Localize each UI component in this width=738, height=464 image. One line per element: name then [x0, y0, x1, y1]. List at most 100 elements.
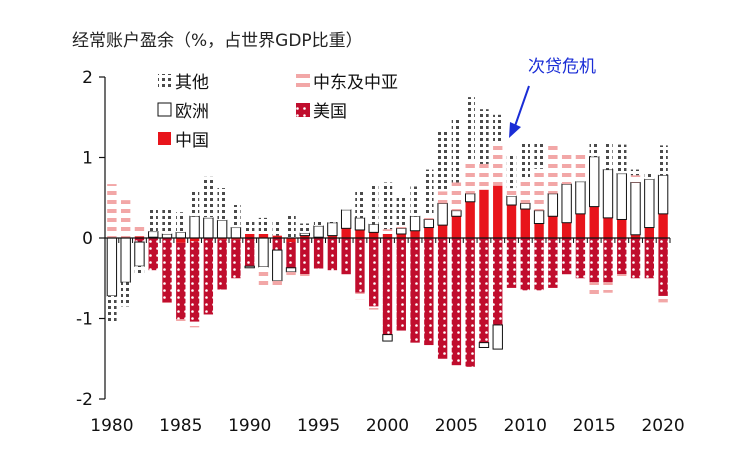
bar-mideast-1982 — [134, 226, 145, 237]
bar-europe-2002 — [409, 215, 421, 232]
bar-europe-2010 — [520, 202, 531, 210]
bar-china-1994 — [300, 235, 310, 239]
bar-china-2015 — [589, 206, 599, 238]
bar-other-2016 — [603, 142, 613, 170]
bar-china-1985 — [176, 238, 186, 243]
bar-other-1997 — [341, 207, 351, 210]
bar-other-2009 — [506, 153, 517, 189]
bar-china-2010 — [520, 209, 530, 238]
legend-swatch-europe — [157, 102, 172, 117]
legend-item-europe: 欧洲 — [157, 102, 209, 122]
bar-europe-1988 — [216, 219, 228, 239]
bar-mideast-2015 — [589, 282, 599, 297]
bar-other-1998 — [355, 191, 365, 218]
x-tick-label: 1990 — [228, 416, 271, 436]
bar-europe-1980 — [106, 237, 118, 297]
bar-mideast-2009 — [506, 188, 517, 197]
bar-mideast-1981 — [120, 200, 131, 238]
bar-usa-2007 — [479, 238, 489, 343]
bar-mideast-2003 — [424, 215, 434, 220]
legend-swatch-mideast — [296, 74, 310, 88]
bar-other-1986 — [189, 189, 200, 217]
bar-other-1980 — [107, 295, 117, 323]
y-tick-label: 2 — [82, 68, 93, 88]
bar-mideast-2010 — [520, 179, 530, 204]
legend-item-mideast: 中东及中亚 — [296, 73, 398, 93]
bar-usa-2010 — [520, 238, 530, 291]
bar-europe-1992 — [272, 249, 283, 282]
bar-usa-2014 — [575, 238, 586, 279]
bar-china-2011 — [534, 223, 544, 238]
legend: 其他 中东及中亚 欧洲 美国 中国 — [157, 73, 398, 151]
bar-europe-1984 — [161, 233, 173, 239]
bar-mideast-2004 — [437, 191, 448, 204]
bar-china-1990 — [245, 233, 255, 238]
bar-mideast-1995 — [313, 268, 324, 272]
bar-area — [106, 97, 669, 367]
bar-mideast-2005 — [451, 182, 462, 211]
bar-usa-2001 — [396, 238, 406, 331]
y-tick-label: -1 — [76, 310, 93, 330]
bar-china-2017 — [617, 219, 627, 239]
bar-china-2013 — [561, 222, 572, 238]
bar-europe-2015 — [589, 156, 600, 208]
legend-item-other: 其他 — [158, 73, 209, 93]
bar-mideast-1980 — [107, 184, 117, 238]
y-tick-label: 1 — [82, 149, 93, 169]
bar-usa-1982 — [134, 238, 145, 243]
bar-china-2002 — [410, 230, 420, 238]
bar-europe-1999 — [368, 223, 379, 233]
bar-mideast-1993 — [286, 271, 296, 276]
bar-mideast-1987 — [203, 217, 214, 218]
x-tick-label: 1995 — [297, 416, 340, 436]
bar-europe-1994 — [299, 232, 311, 237]
bar-europe-2007 — [478, 342, 490, 348]
bar-mideast-2011 — [534, 168, 544, 211]
bar-mideast-2016 — [603, 282, 613, 293]
bar-europe-2004 — [437, 202, 448, 226]
bar-usa-1997 — [341, 238, 351, 275]
bar-usa-1985 — [176, 242, 186, 320]
bar-europe-1983 — [148, 231, 159, 238]
bar-mideast-1991 — [258, 266, 269, 288]
bar-other-1984 — [162, 208, 172, 234]
bar-other-1985 — [176, 212, 186, 233]
legend-label-usa: 美国 — [313, 102, 347, 122]
bar-usa-2016 — [603, 238, 613, 283]
bar-other-2002 — [410, 186, 420, 217]
bar-china-2014 — [575, 213, 586, 238]
y-tick-label: -2 — [76, 390, 93, 410]
crisis-annotation: 次贷危机 — [509, 57, 596, 138]
bar-other-2000 — [382, 182, 393, 230]
bar-usa-1988 — [217, 239, 227, 290]
bar-usa-2004 — [437, 238, 448, 359]
bar-china-1992 — [272, 235, 282, 239]
bar-other-2008 — [493, 114, 503, 142]
bar-usa-1989 — [231, 239, 241, 279]
bar-europe-1982 — [134, 241, 145, 267]
bar-other-1996 — [327, 219, 338, 223]
bar-usa-2020 — [658, 238, 668, 296]
bar-china-1991 — [258, 233, 269, 238]
bar-other-1982 — [134, 266, 145, 275]
bar-other-2018 — [630, 169, 641, 176]
bar-europe-1987 — [203, 217, 214, 239]
bar-mideast-1984 — [162, 302, 172, 307]
bar-europe-2013 — [561, 183, 572, 224]
bar-usa-1998 — [355, 238, 365, 293]
annotation-arrow-line — [514, 85, 530, 127]
bar-china-2000 — [382, 233, 393, 238]
bar-europe-1981 — [120, 237, 131, 283]
bar-china-2007 — [479, 189, 489, 238]
bar-china-1999 — [369, 232, 379, 239]
x-tick-label: 2005 — [435, 416, 478, 436]
bar-other-1992 — [272, 219, 282, 236]
bar-other-2006 — [465, 97, 475, 160]
bar-europe-2008 — [492, 324, 503, 350]
bar-europe-1989 — [230, 227, 242, 239]
legend-label-china: 中国 — [175, 131, 209, 151]
bar-mideast-1992 — [272, 280, 282, 288]
bar-usa-2013 — [561, 238, 572, 275]
bar-other-1999 — [369, 184, 379, 225]
y-tick-label: 0 — [82, 229, 93, 249]
